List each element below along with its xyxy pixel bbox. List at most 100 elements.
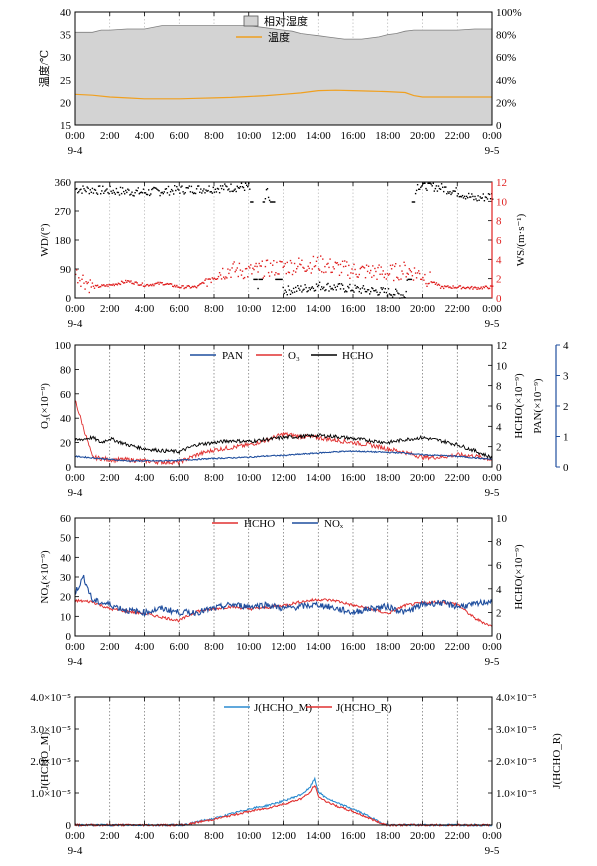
ws-point: [481, 288, 483, 290]
y-tick-label: 180: [55, 235, 72, 247]
wd-point: [167, 185, 170, 188]
wd-point: [205, 189, 207, 191]
ws-point: [180, 286, 182, 289]
ws-point: [355, 273, 357, 276]
legend-label: HCHO: [244, 518, 275, 530]
wd-point: [132, 194, 134, 197]
ws-point: [482, 286, 484, 288]
ws-point: [475, 287, 477, 289]
ws-point: [247, 276, 249, 278]
ws-point: [230, 276, 232, 278]
ws-point: [154, 283, 156, 285]
y2-tick-label: 8: [496, 381, 502, 393]
ws-point: [320, 255, 322, 257]
ws-point: [285, 272, 287, 275]
ws-point: [286, 261, 288, 264]
y-axis-label: NOₓ(×10⁻⁹): [39, 550, 51, 604]
ws-point: [326, 263, 328, 265]
ws-point: [454, 286, 456, 289]
ws-point: [429, 271, 431, 273]
ws-point: [262, 277, 264, 279]
ws-point: [102, 284, 104, 287]
x-tick-label: 18:00: [375, 130, 401, 142]
wd-point: [257, 287, 259, 290]
ws-point: [139, 284, 141, 286]
ws-point: [470, 286, 472, 289]
ws-point: [353, 263, 355, 266]
date-start-label: 9-4: [68, 656, 83, 668]
ws-point: [90, 286, 92, 288]
wd-point: [102, 185, 104, 187]
date-start-label: 9-4: [68, 145, 83, 157]
ws-point: [144, 285, 147, 287]
ws-point: [464, 287, 467, 290]
wd-point: [396, 290, 398, 292]
wd-point: [335, 289, 337, 291]
y-tick-label: 40: [60, 413, 72, 425]
series-HCHO: [74, 433, 493, 461]
wd-point: [293, 291, 296, 293]
wd-point: [183, 193, 185, 195]
ws-point: [476, 288, 478, 290]
ws-point: [263, 275, 266, 277]
wd-point: [133, 195, 135, 197]
ws-point: [181, 285, 183, 287]
x-tick-label: 0:00: [482, 130, 502, 142]
ws-point: [246, 267, 248, 270]
wd-point: [141, 192, 144, 194]
ws-point: [272, 264, 274, 266]
x-tick-label: 0:00: [482, 830, 502, 842]
ws-point: [172, 285, 174, 287]
wd-point: [376, 291, 378, 293]
wd-point: [329, 285, 331, 288]
ws-point: [293, 262, 296, 265]
y-tick-label: 10: [60, 611, 72, 623]
wd-point: [292, 287, 295, 290]
y-tick-label: 4.0×10⁻⁵: [30, 692, 71, 704]
wd-point: [448, 192, 450, 194]
ws-point: [453, 287, 455, 289]
wd-point: [121, 187, 124, 189]
ws-point: [217, 275, 220, 278]
wd-point: [104, 190, 106, 192]
wd-point: [436, 190, 439, 192]
wd-point: [484, 196, 487, 198]
ws-point: [371, 276, 373, 278]
wd-point: [195, 188, 198, 190]
ws-point: [161, 282, 163, 284]
ws-point: [106, 284, 108, 286]
wd-point: [85, 190, 87, 193]
ws-point: [335, 262, 337, 264]
ws-point: [250, 264, 252, 266]
wd-point: [129, 194, 131, 196]
wd-point: [354, 284, 356, 287]
ws-point: [458, 285, 460, 287]
wd-point: [156, 188, 158, 190]
wd-point: [300, 285, 302, 287]
wd-point: [456, 195, 458, 197]
x-tick-label: 12:00: [271, 303, 297, 315]
ws-point: [235, 269, 237, 271]
wd-point: [172, 190, 174, 192]
wd-point: [91, 187, 94, 190]
ws-point: [236, 267, 238, 269]
ws-point: [76, 269, 78, 271]
ws-point: [223, 276, 225, 278]
ws-point: [416, 272, 419, 274]
wd-point: [314, 289, 317, 292]
ws-point: [278, 273, 280, 275]
ws-point: [169, 283, 172, 285]
pan-tick-label: 3: [563, 371, 569, 383]
ws-point: [167, 283, 170, 285]
ws-point: [127, 280, 129, 282]
ws-point: [391, 264, 394, 266]
wd-point: [282, 286, 284, 289]
wd-point: [471, 193, 473, 195]
wd-point: [93, 188, 96, 191]
ws-point: [264, 265, 267, 268]
ws-point: [254, 265, 256, 267]
wd-point: [244, 182, 247, 184]
ws-point: [184, 286, 186, 289]
ws-point: [175, 286, 177, 288]
ws-point: [192, 286, 195, 288]
